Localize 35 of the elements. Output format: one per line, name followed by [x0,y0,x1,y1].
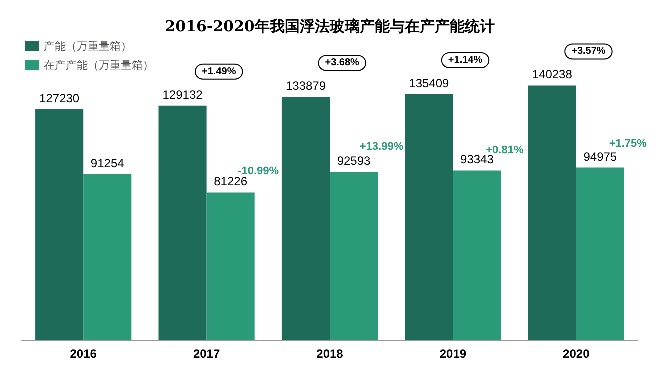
x-tick-label: 2017 [193,347,220,361]
bar [36,109,84,340]
data-label: 135409 [409,76,450,90]
bar [330,172,378,340]
text: +1.49% [202,66,236,78]
bar [576,168,624,340]
data-label: 94975 [584,150,618,164]
bar [158,106,207,340]
x-tick-label: 2020 [563,347,590,361]
data-label: 91254 [90,156,125,171]
text: +1.14% [448,54,483,66]
bar [528,86,576,340]
data-label: 93343 [460,152,494,167]
data-label: 92593 [337,154,372,168]
annotation: +13.99% [360,140,404,153]
data-label: 81226 [214,174,248,189]
bar [84,174,132,340]
data-label: 133879 [286,79,326,94]
bar [453,170,502,340]
bar [282,97,330,340]
x-tick-label: 2018 [316,347,344,361]
annotation: +1.75% [609,138,648,150]
legend-label: 在产产能（万重量箱） [44,59,154,72]
chart-title: 2016-2020年我国浮法玻璃产能与在产产能统计 [165,18,495,36]
data-label: 127230 [40,91,80,106]
legend-label: 产能（万重量箱） [44,40,132,53]
x-tick-label: 2019 [440,347,467,361]
x-tick-label: 2016 [70,347,98,361]
annotation: -10.99% [238,165,280,178]
data-label: 140238 [532,68,573,82]
text: +3.68% [325,58,360,69]
bar [206,192,255,340]
text: +3.57% [572,46,606,58]
bar [405,94,454,340]
data-label: 129132 [162,88,204,102]
